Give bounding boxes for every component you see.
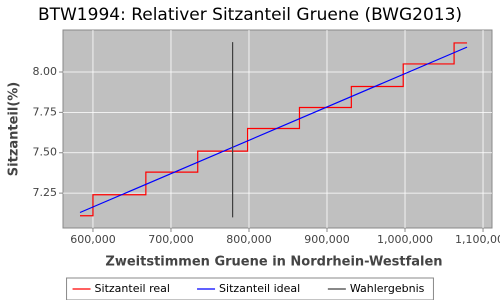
x-tick-label: 1,100,000 <box>455 233 500 246</box>
legend-label: Sitzanteil real <box>95 282 170 295</box>
y-axis-label: Sitzanteil(%) <box>7 82 22 176</box>
y-tick-label: 7.75 <box>33 105 58 118</box>
legend-label: Wahlergebnis <box>350 282 425 295</box>
legend-label: Sitzanteil ideal <box>219 282 300 295</box>
x-tick-label: 900,000 <box>304 233 350 246</box>
x-tick-label: 600,000 <box>70 233 116 246</box>
legend: Sitzanteil real Sitzanteil ideal Wahlergeb… <box>66 277 434 300</box>
y-tick-label: 7.50 <box>33 146 58 159</box>
legend-box <box>66 277 434 300</box>
y-tick-label: 8.00 <box>33 65 58 78</box>
x-tick-label: 800,000 <box>226 233 272 246</box>
chart-title: BTW1994: Relativer Sitzanteil Gruene (BW… <box>38 5 462 25</box>
x-tick-label: 700,000 <box>148 233 194 246</box>
x-tick-label: 1,000,000 <box>377 233 433 246</box>
y-tick-label: 7.25 <box>33 186 58 199</box>
series-line <box>80 42 468 217</box>
x-axis-label: Zweitstimmen Gruene in Nordrhein-Westfal… <box>105 255 442 270</box>
series-line <box>79 46 468 214</box>
